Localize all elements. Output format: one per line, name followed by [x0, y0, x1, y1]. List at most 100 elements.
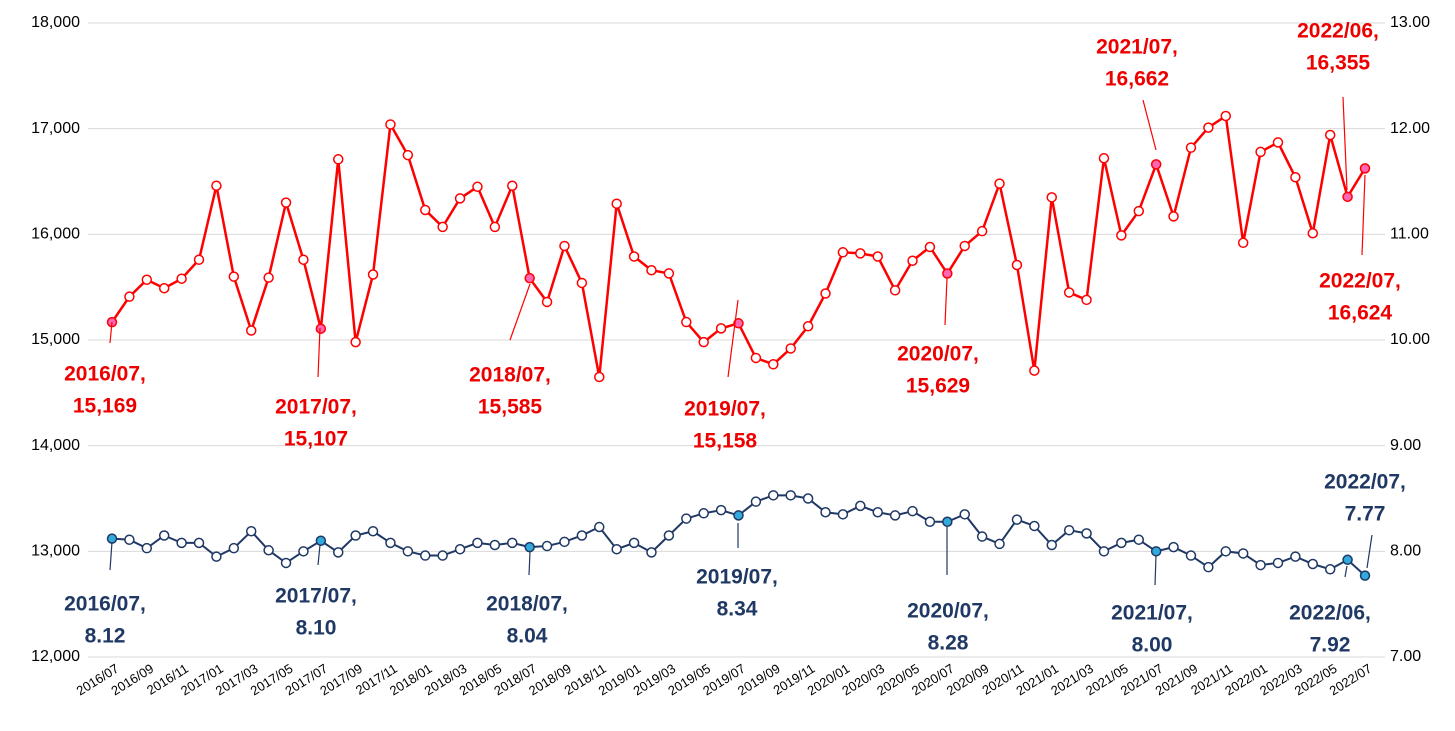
y2-tick-label: 13.00	[1390, 14, 1430, 31]
data-point	[1046, 539, 1057, 551]
data-point	[420, 550, 431, 561]
data-point	[576, 530, 588, 541]
data-point	[298, 546, 309, 557]
data-point	[942, 268, 953, 279]
data-point	[263, 272, 274, 283]
data-label: 2017/07,	[275, 396, 357, 419]
data-point	[524, 272, 535, 284]
data-point	[663, 268, 675, 279]
data-point	[158, 530, 170, 541]
data-point	[1324, 564, 1336, 575]
data-point	[280, 197, 292, 208]
data-label: 2017/07,	[275, 585, 357, 608]
data-point	[785, 343, 796, 354]
data-point	[907, 505, 918, 517]
data-point	[211, 551, 222, 562]
data-point	[1185, 142, 1197, 153]
leader-line	[1344, 565, 1348, 578]
data-point	[1168, 541, 1179, 553]
data-point	[176, 273, 187, 284]
y-tick-label: 14,000	[31, 437, 80, 454]
data-label: 2022/07,	[1324, 471, 1406, 494]
y-tick-label: 15,000	[31, 331, 80, 348]
data-point	[541, 540, 553, 552]
data-point	[1359, 570, 1371, 581]
data-point	[1342, 554, 1353, 566]
data-point	[472, 181, 483, 193]
data-point	[837, 247, 849, 258]
y-tick-label: 12,000	[31, 648, 80, 665]
data-point	[1220, 110, 1232, 122]
data-point	[768, 359, 779, 370]
data-point	[681, 513, 692, 524]
y2-tick-label: 10.00	[1390, 331, 1430, 348]
series-line	[110, 113, 1367, 378]
data-label: 15,158	[693, 430, 758, 453]
data-point	[1237, 548, 1249, 559]
data-point	[1168, 211, 1179, 222]
data-point	[263, 545, 274, 556]
data-point	[176, 537, 187, 549]
data-point	[715, 323, 727, 334]
data-point	[576, 277, 588, 289]
leader-line	[528, 551, 531, 576]
data-label: 2018/07,	[486, 593, 568, 616]
data-point	[437, 221, 448, 233]
data-point	[454, 543, 466, 555]
data-label: 2022/06,	[1297, 20, 1379, 43]
data-point	[507, 180, 518, 191]
data-point	[628, 537, 640, 549]
data-point	[750, 496, 762, 507]
y2-tick-label: 8.00	[1390, 543, 1421, 560]
data-point	[1307, 558, 1319, 570]
data-point	[280, 557, 292, 569]
data-point	[1098, 546, 1110, 557]
leader-line	[1366, 534, 1373, 569]
data-point	[1046, 192, 1057, 203]
data-point	[489, 221, 501, 233]
data-point	[1150, 546, 1162, 557]
data-point	[907, 255, 918, 266]
data-label: 16,662	[1105, 68, 1169, 91]
data-label: 2022/06,	[1289, 602, 1371, 625]
data-label: 8.10	[296, 617, 337, 640]
y2-tick-label: 7.00	[1390, 648, 1421, 665]
data-point	[750, 352, 762, 364]
data-point	[1011, 259, 1023, 271]
data-point	[1116, 537, 1127, 549]
data-point	[768, 490, 779, 501]
data-point	[315, 535, 327, 547]
data-label: 2022/07,	[1319, 270, 1401, 293]
data-point	[820, 288, 831, 299]
data-point	[1272, 137, 1284, 148]
data-label: 2016/07,	[64, 363, 146, 386]
data-point	[350, 530, 361, 541]
data-point	[367, 526, 379, 537]
data-label: 16,624	[1328, 302, 1393, 325]
data-point	[315, 323, 327, 334]
data-point	[1133, 205, 1145, 217]
data-point	[628, 251, 640, 262]
data-point	[228, 542, 240, 554]
data-point	[1324, 129, 1336, 141]
leader-line	[317, 544, 321, 566]
data-point	[715, 504, 727, 516]
data-point	[820, 506, 831, 518]
data-point	[454, 193, 466, 204]
data-label: 15,629	[906, 375, 970, 398]
data-label: 2021/07,	[1111, 602, 1193, 625]
data-point	[141, 542, 153, 554]
data-point	[332, 547, 344, 558]
data-point	[298, 254, 309, 265]
data-point	[1063, 287, 1075, 298]
data-label: 16,355	[1306, 52, 1371, 75]
data-point	[924, 241, 936, 253]
data-point	[1150, 159, 1162, 170]
data-point	[646, 547, 657, 558]
data-point	[1290, 551, 1301, 562]
data-point	[524, 541, 535, 553]
data-point	[802, 321, 814, 332]
data-point	[245, 325, 257, 336]
data-point	[385, 119, 396, 130]
data-label: 7.77	[1345, 503, 1386, 526]
